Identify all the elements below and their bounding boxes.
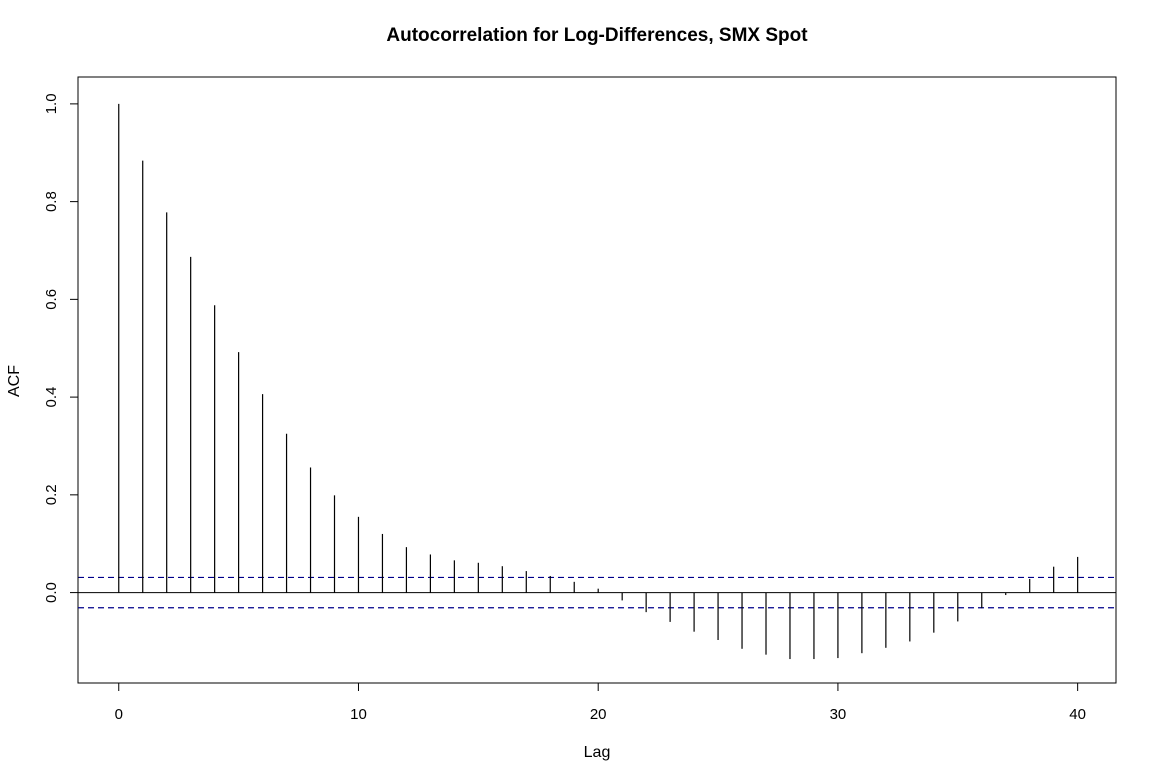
y-tick-label-5: 1.0 [43, 93, 60, 114]
x-tick-label-20: 20 [590, 706, 607, 723]
chart-title: Autocorrelation for Log-Differences, SMX… [386, 25, 808, 46]
chart-marks: 0 10 20 30 40 0.0 0.2 0.4 0.6 0.8 1.0 [43, 93, 1116, 723]
y-tick-label-2: 0.4 [43, 387, 60, 408]
x-tick-label-30: 30 [830, 706, 847, 723]
x-axis-label: Lag [584, 744, 611, 761]
y-tick-label-3: 0.6 [43, 289, 60, 310]
y-tick-label-4: 0.8 [43, 191, 60, 212]
x-tick-label-40: 40 [1069, 706, 1086, 723]
x-tick-label-10: 10 [350, 706, 367, 723]
x-tick-label-0: 0 [115, 706, 123, 723]
y-axis-label: ACF [6, 365, 23, 397]
y-tick-label-1: 0.2 [43, 484, 60, 505]
y-tick-label-0: 0.0 [43, 582, 60, 603]
